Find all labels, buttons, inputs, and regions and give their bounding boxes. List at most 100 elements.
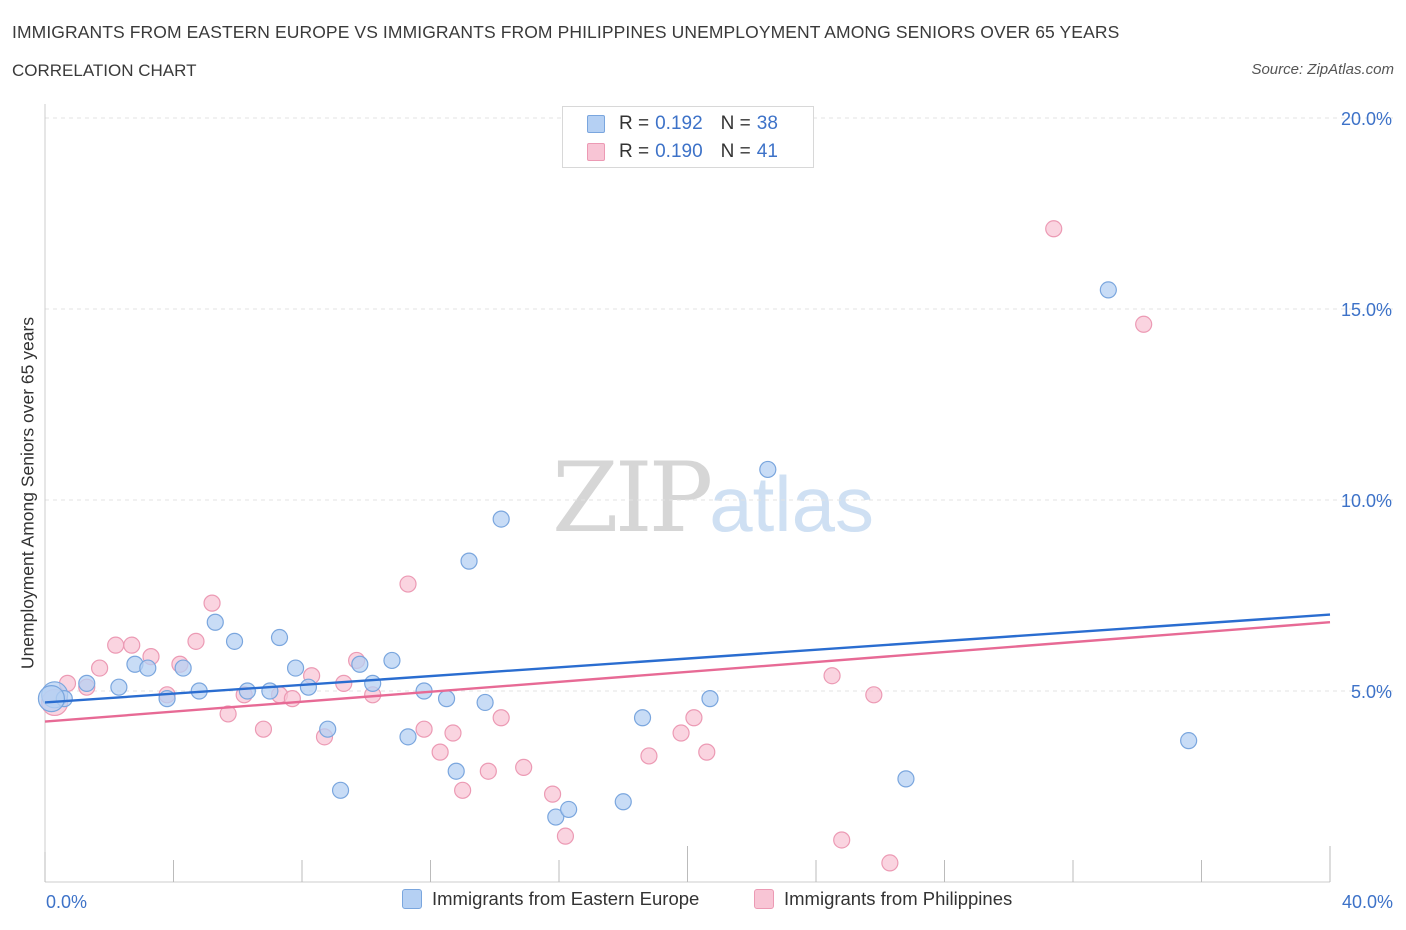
eastern-europe-point: [476, 693, 494, 712]
philippines-point: [685, 709, 703, 727]
legend-n-value: 41: [756, 141, 778, 162]
source-credit: Source: ZipAtlas.com: [1251, 61, 1394, 78]
philippines-point: [431, 743, 449, 761]
eastern-europe-point: [437, 690, 456, 708]
watermark-atlas: atlas: [709, 460, 874, 548]
eastern-europe-point: [139, 659, 157, 677]
eastern-europe-point: [110, 678, 128, 696]
legend-n-label: N =: [720, 113, 751, 134]
eastern-europe-point: [286, 659, 305, 677]
philippines-point: [283, 690, 301, 708]
eastern-europe-point: [383, 651, 401, 670]
philippines-point: [672, 724, 690, 742]
eastern-europe-point: [351, 655, 369, 673]
legend-swatch-blue: [587, 115, 605, 133]
eastern-europe-point: [897, 770, 915, 788]
philippines-point: [1045, 220, 1063, 238]
y-axis-label: Unemployment Among Seniors over 65 years: [17, 316, 38, 670]
legend-swatch-pink: [587, 143, 605, 161]
philippines-point: [1135, 315, 1153, 333]
philippines-point: [91, 659, 109, 677]
legend-r-label: R =: [619, 113, 650, 134]
eastern-europe-point: [492, 510, 510, 528]
legend-row-eastern-europe: R = 0.192 N = 38: [587, 112, 778, 136]
philippines-point: [479, 762, 497, 780]
series-philippines-points: [41, 220, 1153, 872]
philippines-point: [454, 781, 472, 799]
x-tick-label-min: 0.0%: [46, 892, 87, 912]
legend-item-philippines[interactable]: Immigrants from Philippines: [754, 888, 1012, 910]
eastern-europe-point: [560, 800, 578, 819]
philippines-point: [219, 705, 237, 723]
philippines-point: [123, 636, 141, 654]
eastern-europe-point: [319, 720, 337, 738]
philippines-point: [823, 667, 841, 685]
legend-item-label: Immigrants from Eastern Europe: [432, 888, 700, 909]
eastern-europe-point: [299, 678, 318, 696]
philippines-point: [698, 743, 716, 761]
y-tick-label: 20.0%: [1341, 109, 1392, 129]
stats-legend: R = 0.192 N = 38 R = 0.190 N = 41: [562, 106, 814, 168]
tick-labels: 5.0% 10.0% 15.0% 20.0% 0.0% 40.0%: [46, 109, 1393, 912]
philippines-point: [865, 686, 883, 704]
philippines-point: [415, 720, 433, 738]
philippines-point: [492, 709, 510, 727]
eastern-europe-point: [1099, 281, 1117, 299]
axes: [44, 104, 1331, 883]
watermark: ZIPatlas: [552, 442, 874, 554]
eastern-europe-point: [225, 632, 244, 650]
eastern-europe-point: [78, 674, 96, 692]
series-legend: Immigrants from Eastern Europe Immigrant…: [0, 888, 1406, 916]
legend-swatch-pink: [754, 889, 774, 909]
eastern-europe-point: [270, 628, 289, 647]
eastern-europe-point: [174, 659, 192, 677]
watermark-zip: ZIP: [552, 442, 713, 554]
philippines-point: [833, 831, 851, 849]
philippines-point: [107, 636, 125, 654]
y-tick-label: 5.0%: [1351, 682, 1392, 702]
eastern-europe-point: [37, 685, 66, 713]
chart-subtitle: CORRELATION CHART: [12, 61, 197, 80]
philippines-point: [881, 854, 899, 872]
legend-item-eastern-europe[interactable]: Immigrants from Eastern Europe: [402, 888, 699, 910]
philippines-point: [444, 724, 462, 742]
trend-lines: [44, 613, 1331, 723]
legend-n-value: 38: [756, 113, 778, 134]
legend-swatch-blue: [402, 889, 422, 909]
legend-r-value: 0.192: [655, 113, 703, 134]
eastern-europe-point: [614, 793, 632, 811]
eastern-europe-point: [238, 682, 256, 700]
philippines-point: [399, 575, 417, 593]
philippines-point: [203, 594, 221, 612]
philippines-point: [515, 758, 533, 777]
philippines-point: [543, 785, 562, 803]
grid-lines: [45, 117, 1395, 692]
legend-r-value: 0.190: [655, 141, 703, 162]
x-tick-label-max: 40.0%: [1342, 892, 1393, 912]
eastern-europe-point: [399, 728, 417, 746]
eastern-europe-point: [701, 690, 719, 708]
legend-row-philippines: R = 0.190 N = 41: [587, 140, 778, 164]
legend-n-label: N =: [720, 141, 751, 162]
eastern-europe-point: [447, 762, 465, 780]
trend-line-philippines: [44, 621, 1331, 723]
philippines-point: [556, 827, 575, 845]
eastern-europe-point: [633, 709, 652, 727]
eastern-europe-point: [547, 808, 565, 826]
eastern-europe-point: [331, 781, 350, 799]
philippines-point: [640, 747, 658, 765]
eastern-europe-point: [460, 552, 478, 570]
eastern-europe-point: [261, 682, 279, 700]
eastern-europe-point: [1180, 732, 1198, 750]
legend-item-label: Immigrants from Philippines: [784, 888, 1013, 909]
legend-r-label: R =: [619, 141, 650, 162]
philippines-point: [187, 632, 205, 650]
y-tick-label: 15.0%: [1341, 300, 1392, 320]
philippines-point: [254, 720, 273, 738]
eastern-europe-point: [759, 460, 777, 479]
trend-line-eastern-europe: [44, 613, 1331, 704]
eastern-europe-point: [364, 674, 382, 692]
chart-title: IMMIGRANTS FROM EASTERN EUROPE VS IMMIGR…: [12, 22, 1120, 42]
series-eastern-europe-points: [37, 281, 1198, 826]
y-tick-label: 10.0%: [1341, 491, 1392, 511]
